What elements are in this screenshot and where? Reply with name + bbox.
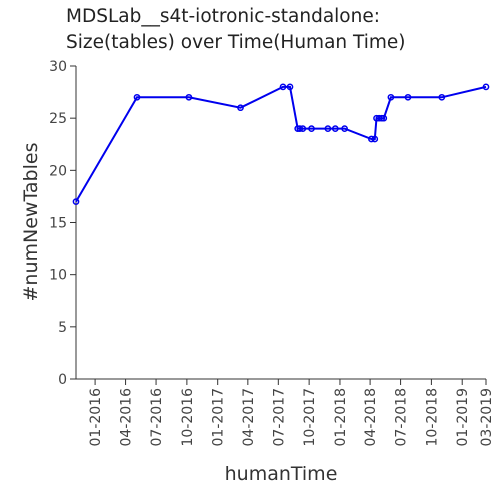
y-tick-label: 5 [58,320,67,336]
data-point [404,93,412,101]
data-point [308,125,315,132]
data-point [286,83,294,91]
chart-title-line-2: Size(tables) over Time(Human Time) [66,32,406,53]
x-tick-label: 04-2017 [241,388,257,447]
y-tick-label: 0 [58,372,67,388]
x-tick-label: 07-2017 [271,388,287,447]
x-tick-label: 04-2016 [119,388,135,447]
y-axis-ticks: 0 5 10 15 20 25 30 [49,59,76,388]
data-point [296,125,304,132]
x-tick-label: 07-2018 [394,388,410,447]
y-tick-label: 10 [49,268,67,284]
data-point [482,83,490,91]
data-point [380,114,388,122]
data-point [387,93,395,101]
data-point [368,135,375,143]
y-axis-title: #numNewTables [20,143,42,302]
x-tick-label: 03-2019 [479,388,495,447]
data-point [279,83,287,91]
data-point [299,125,307,132]
data-point [324,125,332,132]
y-tick-label: 15 [49,216,67,232]
x-tick-label: 01-2016 [88,388,104,447]
x-tick-label: 01-2017 [211,388,227,447]
chart-title: MDSLab__s4t-iotronic-standalone: Size(ta… [66,4,406,56]
y-tick-label: 20 [49,163,67,179]
series-points [72,83,490,205]
x-tick-label: 04-2018 [363,388,379,447]
data-point [185,93,193,101]
data-point [237,104,244,112]
series-line [75,85,487,203]
axes [75,66,486,380]
y-tick-label: 25 [49,111,67,127]
data-point [133,93,141,101]
data-point [341,125,348,132]
x-axis-title: humanTime [225,463,338,485]
x-tick-label: 07-2016 [149,388,165,447]
y-tick-label: 30 [49,59,67,75]
chart-title-line-1: MDSLab__s4t-iotronic-standalone: [66,6,380,27]
data-point [72,198,80,205]
x-axis-ticks: 01-2016 04-2016 07-2016 10-2016 01-2017 04-20… [88,379,495,447]
x-tick-label: 10-2018 [424,388,440,447]
x-tick-label: 01-2018 [333,388,349,447]
x-tick-label: 10-2016 [180,388,196,447]
x-tick-label: 10-2017 [302,388,318,447]
data-point [438,93,446,101]
x-tick-label: 01-2019 [455,388,471,447]
data-point [371,135,379,143]
data-point [331,125,339,132]
